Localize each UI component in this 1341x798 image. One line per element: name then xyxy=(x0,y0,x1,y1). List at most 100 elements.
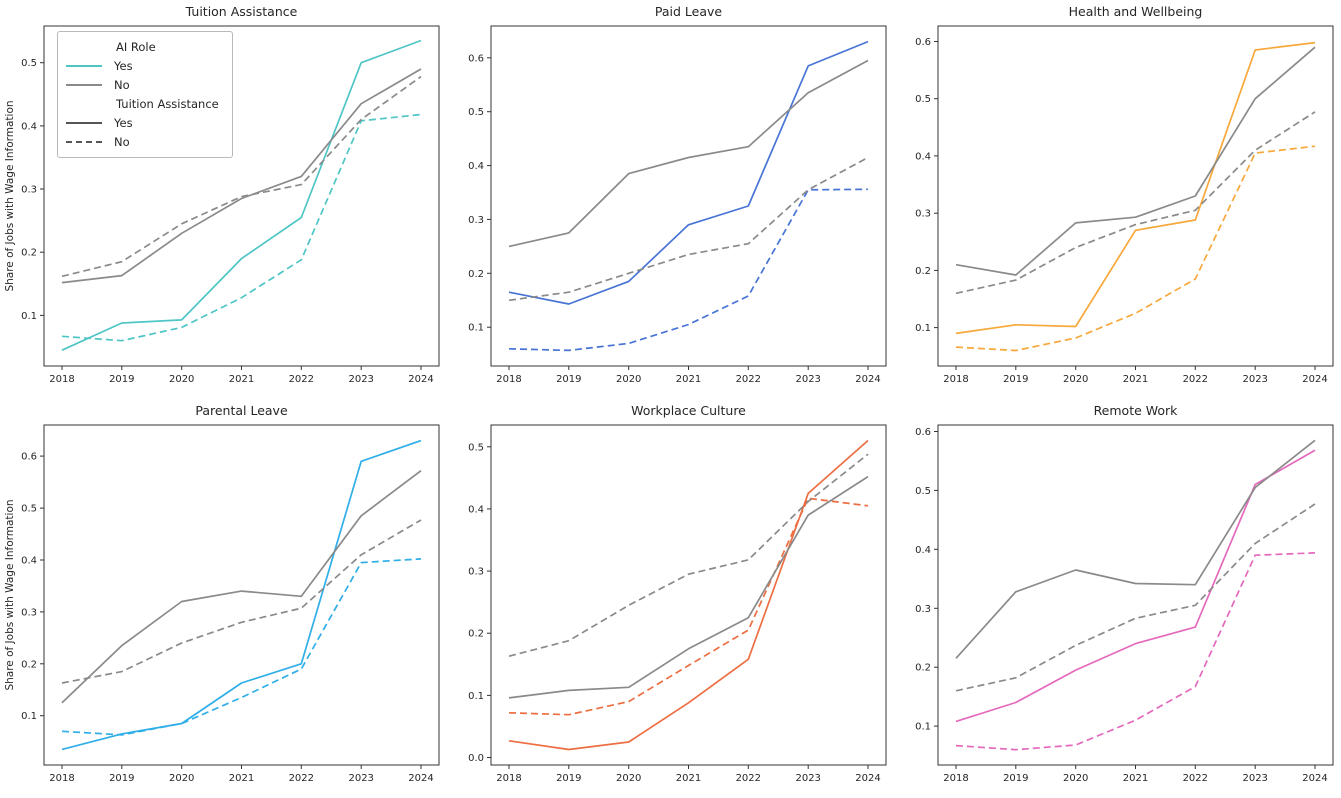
svg-text:2022: 2022 xyxy=(736,374,761,385)
legend: AI Role Yes No Tuition Assistance Yes No xyxy=(57,31,233,158)
legend-group-title-ai-role: AI Role xyxy=(116,39,156,54)
svg-text:2024: 2024 xyxy=(855,374,880,385)
svg-text:0.6: 0.6 xyxy=(915,427,931,438)
legend-group-title-tuition-assistance: Tuition Assistance xyxy=(116,96,219,111)
svg-text:0.4: 0.4 xyxy=(468,504,484,515)
svg-text:0.2: 0.2 xyxy=(21,659,37,670)
chart-title-parental-leave: Parental Leave xyxy=(195,403,288,418)
legend-group-tuition-assistance: Tuition Assistance xyxy=(66,94,224,113)
svg-text:0.1: 0.1 xyxy=(468,323,484,334)
legend-group-ai-role: AI Role xyxy=(66,37,224,56)
svg-text:2020: 2020 xyxy=(616,374,641,385)
svg-text:2019: 2019 xyxy=(556,374,581,385)
svg-text:2018: 2018 xyxy=(943,773,968,784)
svg-text:0.5: 0.5 xyxy=(468,107,484,118)
svg-text:2023: 2023 xyxy=(795,773,820,784)
svg-text:2023: 2023 xyxy=(348,773,373,784)
subplot-parental-leave: Parental Leave Share of Jobs with Wage I… xyxy=(0,399,447,798)
chart-plot-tuition-assistance: 0.1 0.2 0.3 0.4 0.5 2018 2019 2020 2021 2022 2023 2… xyxy=(21,25,440,385)
svg-text:0.3: 0.3 xyxy=(468,215,484,226)
svg-text:2023: 2023 xyxy=(348,374,373,385)
svg-text:0.6: 0.6 xyxy=(21,452,37,463)
svg-text:0.5: 0.5 xyxy=(468,442,484,453)
svg-text:2024: 2024 xyxy=(855,773,880,784)
svg-text:2024: 2024 xyxy=(1302,773,1327,784)
svg-text:2022: 2022 xyxy=(289,374,314,385)
svg-text:2021: 2021 xyxy=(676,773,701,784)
svg-text:0.6: 0.6 xyxy=(468,53,484,64)
chart-plot-remote-work: 0.1 0.2 0.3 0.4 0.5 0.6 2018 2019 2020 2021 2022 20… xyxy=(915,424,1334,784)
svg-text:0.3: 0.3 xyxy=(21,185,37,196)
svg-text:0.4: 0.4 xyxy=(915,151,931,162)
svg-text:2019: 2019 xyxy=(109,773,134,784)
svg-text:2020: 2020 xyxy=(169,374,194,385)
chart-plot-paid-leave: 0.1 0.2 0.3 0.4 0.5 0.6 2018 2019 2020 2021 2022 20… xyxy=(468,25,887,385)
svg-text:0.1: 0.1 xyxy=(21,311,37,322)
svg-text:0.6: 0.6 xyxy=(915,37,931,48)
svg-text:2022: 2022 xyxy=(289,773,314,784)
svg-text:0.5: 0.5 xyxy=(21,58,37,69)
svg-text:2021: 2021 xyxy=(676,374,701,385)
legend-line-benefit-no-icon xyxy=(66,140,102,143)
legend-label-ai-yes: Yes xyxy=(114,58,133,73)
legend-line-ai-no-icon xyxy=(66,83,102,86)
svg-text:2022: 2022 xyxy=(1183,374,1208,385)
chart-title-remote-work: Remote Work xyxy=(1093,403,1178,418)
svg-text:2019: 2019 xyxy=(1003,374,1028,385)
legend-label-ai-no: No xyxy=(114,77,130,92)
svg-text:0.2: 0.2 xyxy=(915,266,931,277)
svg-text:2018: 2018 xyxy=(49,773,74,784)
svg-text:2019: 2019 xyxy=(109,374,134,385)
chart-title-health-and-wellbeing: Health and Wellbeing xyxy=(1068,4,1203,19)
legend-item-benefit-yes: Yes xyxy=(66,113,224,132)
svg-text:0.1: 0.1 xyxy=(21,711,37,722)
svg-text:2021: 2021 xyxy=(229,773,254,784)
chart-plot-workplace-culture: 0.0 0.1 0.2 0.3 0.4 0.5 2018 2019 2020 2021 2022 20… xyxy=(468,424,887,784)
svg-text:2022: 2022 xyxy=(1183,773,1208,784)
svg-text:2018: 2018 xyxy=(943,374,968,385)
svg-text:0.0: 0.0 xyxy=(468,753,484,764)
svg-text:2019: 2019 xyxy=(1003,773,1028,784)
svg-text:0.4: 0.4 xyxy=(21,121,37,132)
svg-text:0.4: 0.4 xyxy=(468,161,484,172)
svg-text:2020: 2020 xyxy=(169,773,194,784)
legend-item-ai-no: No xyxy=(66,75,224,94)
svg-text:2018: 2018 xyxy=(496,374,521,385)
svg-text:0.3: 0.3 xyxy=(915,604,931,615)
subplot-remote-work: Remote Work 0.1 0.2 0.3 0.4 0.5 0.6 2018 2019 20… xyxy=(894,399,1341,798)
svg-text:2020: 2020 xyxy=(616,773,641,784)
svg-text:0.2: 0.2 xyxy=(21,248,37,259)
subplot-tuition-assistance: Tuition Assistance Share of Jobs with Wa… xyxy=(0,0,447,399)
chart-title-paid-leave: Paid Leave xyxy=(654,4,723,19)
chart-title-tuition-assistance: Tuition Assistance xyxy=(185,4,298,19)
legend-line-ai-yes-icon xyxy=(66,64,102,67)
svg-text:0.5: 0.5 xyxy=(21,504,37,515)
svg-text:2023: 2023 xyxy=(795,374,820,385)
legend-item-ai-yes: Yes xyxy=(66,56,224,75)
legend-label-benefit-no: No xyxy=(114,134,130,149)
svg-text:2019: 2019 xyxy=(556,773,581,784)
subplot-workplace-culture: Workplace Culture 0.0 0.1 0.2 0.3 0.4 0.5 2018… xyxy=(447,399,894,798)
svg-text:0.2: 0.2 xyxy=(468,269,484,280)
legend-line-benefit-yes-icon xyxy=(66,121,102,124)
chart-title-workplace-culture: Workplace Culture xyxy=(631,403,746,418)
svg-text:0.1: 0.1 xyxy=(468,691,484,702)
svg-text:2024: 2024 xyxy=(408,773,433,784)
chart-plot-health-and-wellbeing: 0.1 0.2 0.3 0.4 0.5 0.6 2018 2019 2020 2021 2022 20… xyxy=(915,25,1334,385)
svg-text:0.3: 0.3 xyxy=(468,567,484,578)
svg-text:2021: 2021 xyxy=(1123,374,1148,385)
svg-text:0.5: 0.5 xyxy=(915,94,931,105)
subplot-paid-leave: Paid Leave 0.1 0.2 0.3 0.4 0.5 0.6 2018 2019 202… xyxy=(447,0,894,399)
svg-text:2023: 2023 xyxy=(1242,773,1267,784)
subplot-health-and-wellbeing: Health and Wellbeing 0.1 0.2 0.3 0.4 0.5 0.6 2… xyxy=(894,0,1341,399)
svg-text:0.5: 0.5 xyxy=(915,486,931,497)
svg-text:2018: 2018 xyxy=(496,773,521,784)
svg-text:2021: 2021 xyxy=(1123,773,1148,784)
svg-text:0.1: 0.1 xyxy=(915,722,931,733)
svg-text:2018: 2018 xyxy=(49,374,74,385)
svg-text:2023: 2023 xyxy=(1242,374,1267,385)
svg-text:0.2: 0.2 xyxy=(915,663,931,674)
chart-plot-parental-leave: 0.1 0.2 0.3 0.4 0.5 0.6 2018 2019 2020 2021 2022 20… xyxy=(21,424,440,784)
svg-text:0.4: 0.4 xyxy=(915,545,931,556)
